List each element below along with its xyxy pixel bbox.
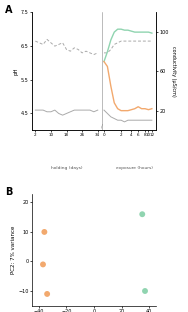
Y-axis label: pH: pH xyxy=(14,68,19,75)
Point xyxy=(141,212,144,217)
Point xyxy=(143,289,146,294)
Text: B: B xyxy=(5,187,12,197)
Text: holding (days): holding (days) xyxy=(51,166,82,170)
Point xyxy=(42,262,45,267)
Point xyxy=(43,229,46,234)
Text: exposure (hours): exposure (hours) xyxy=(116,166,153,170)
Text: /: / xyxy=(101,124,103,129)
Y-axis label: PC2: 7% variance: PC2: 7% variance xyxy=(11,226,16,274)
Point xyxy=(46,291,49,296)
Text: A: A xyxy=(5,5,12,15)
Y-axis label: conductivity (μS/cm): conductivity (μS/cm) xyxy=(171,46,176,97)
